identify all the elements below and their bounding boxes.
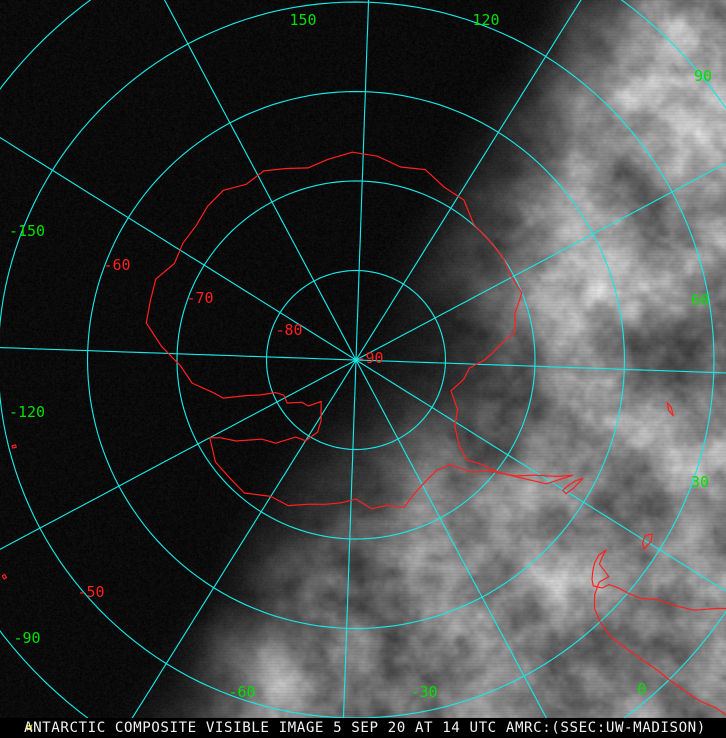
caption-bar: ¤ ANTARCTIC COMPOSITE VISIBLE IMAGE 5 SE…	[0, 718, 726, 738]
satellite-raster-canvas	[0, 0, 726, 718]
satellite-imagery-panel	[0, 0, 726, 718]
agency-mark-icon: ¤	[25, 720, 34, 736]
caption-text: ANTARCTIC COMPOSITE VISIBLE IMAGE 5 SEP …	[24, 720, 706, 736]
